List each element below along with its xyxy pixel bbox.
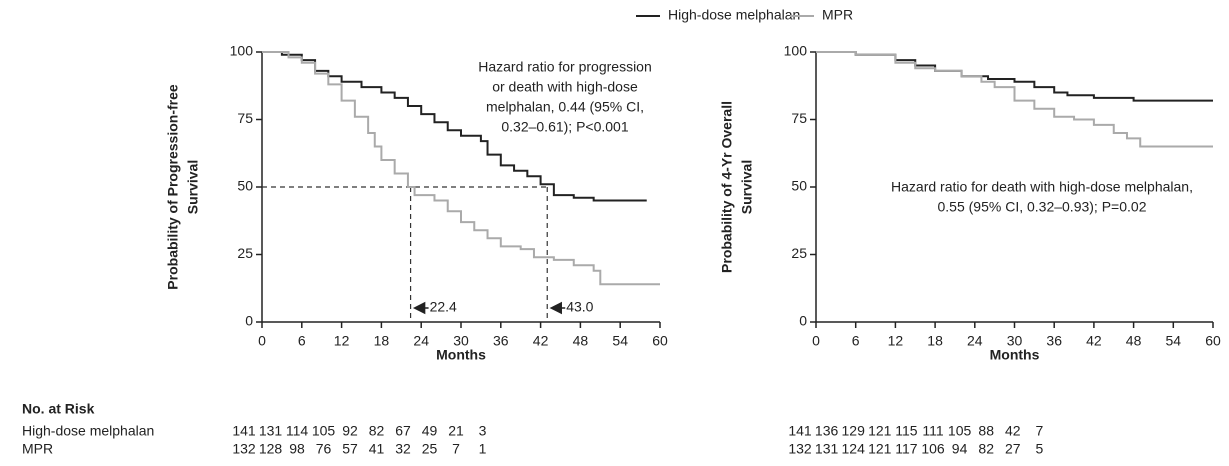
- annotation: Hazard ratio for progression: [478, 59, 652, 75]
- risk-count: 7: [1036, 423, 1044, 439]
- x-tick-label: 54: [612, 333, 628, 349]
- x-axis-title: Months: [990, 347, 1040, 363]
- y-tick-label: 0: [799, 313, 807, 329]
- y-tick-label: 0: [245, 313, 253, 329]
- legend-label: High-dose melphalan: [668, 7, 800, 23]
- risk-row-label: High-dose melphalan: [22, 423, 154, 439]
- risk-count: 117: [895, 441, 918, 457]
- risk-count: 105: [312, 423, 336, 439]
- annotation: 0.32–0.61); P<0.001: [501, 119, 628, 135]
- risk-count: 131: [815, 441, 839, 457]
- annotation: Hazard ratio for death with high-dose me…: [891, 179, 1193, 195]
- y-tick-label: 100: [784, 43, 808, 59]
- risk-count: 88: [978, 423, 994, 439]
- risk-count: 92: [342, 423, 358, 439]
- x-tick-label: 54: [1166, 333, 1182, 349]
- y-tick-label: 75: [791, 110, 807, 126]
- risk-count: 82: [978, 441, 994, 457]
- y-axis-title: Probability of 4-Yr Overall: [719, 101, 735, 273]
- risk-count: 82: [369, 423, 385, 439]
- risk-count: 121: [868, 441, 892, 457]
- survival-curve: [262, 51, 660, 286]
- risk-count: 76: [316, 441, 332, 457]
- x-tick-label: 12: [334, 333, 350, 349]
- risk-count: 3: [479, 423, 487, 439]
- x-tick-label: 30: [453, 333, 469, 349]
- risk-count: 5: [1036, 441, 1044, 457]
- risk-row-label: MPR: [22, 441, 53, 457]
- risk-count: 98: [289, 441, 305, 457]
- risk-count: 32: [395, 441, 411, 457]
- survival-curve: [816, 51, 1213, 148]
- risk-count: 121: [868, 423, 892, 439]
- x-tick-label: 18: [927, 333, 943, 349]
- x-tick-label: 0: [258, 333, 266, 349]
- risk-count: 67: [395, 423, 411, 439]
- x-tick-label: 6: [298, 333, 306, 349]
- risk-count: 57: [342, 441, 358, 457]
- risk-count: 41: [369, 441, 385, 457]
- median-label: 22.4: [430, 299, 457, 315]
- annotation: 0.55 (95% CI, 0.32–0.93); P=0.02: [938, 199, 1147, 215]
- x-tick-label: 30: [1007, 333, 1023, 349]
- risk-count: 25: [422, 441, 438, 457]
- y-tick-label: 50: [237, 178, 253, 194]
- y-axis-title: Survival: [185, 160, 201, 214]
- risk-count: 141: [788, 423, 812, 439]
- x-tick-label: 24: [967, 333, 983, 349]
- risk-count: 42: [1005, 423, 1021, 439]
- risk-count: 106: [921, 441, 945, 457]
- x-tick-label: 18: [374, 333, 390, 349]
- x-axis-title: Months: [436, 347, 486, 363]
- risk-count: 132: [232, 441, 256, 457]
- risk-count: 21: [448, 423, 464, 439]
- risk-count: 111: [922, 423, 943, 439]
- median-arrow: [412, 301, 429, 315]
- risk-count: 124: [842, 441, 866, 457]
- median-label: 43.0: [566, 299, 593, 315]
- x-tick-label: 42: [1086, 333, 1102, 349]
- risk-count: 1: [479, 441, 487, 457]
- x-tick-label: 48: [1126, 333, 1142, 349]
- x-tick-label: 6: [852, 333, 860, 349]
- x-tick-label: 48: [573, 333, 589, 349]
- risk-count: 7: [452, 441, 460, 457]
- annotation: or death with high-dose: [492, 79, 638, 95]
- risk-count: 115: [895, 423, 918, 439]
- x-tick-label: 12: [888, 333, 904, 349]
- x-tick-label: 36: [493, 333, 509, 349]
- risk-count: 136: [815, 423, 839, 439]
- x-tick-label: 0: [812, 333, 820, 349]
- x-tick-label: 42: [533, 333, 549, 349]
- y-tick-label: 100: [230, 43, 254, 59]
- y-axis-title: Probability of Progression-free: [165, 84, 181, 290]
- y-axis-title: Survival: [739, 160, 755, 214]
- risk-count: 114: [286, 423, 309, 439]
- y-tick-label: 25: [237, 245, 253, 261]
- risk-count: 27: [1005, 441, 1021, 457]
- survival-curve: [816, 51, 1213, 102]
- risk-count: 105: [948, 423, 972, 439]
- risk-count: 94: [952, 441, 968, 457]
- y-tick-label: 25: [791, 245, 807, 261]
- y-tick-label: 50: [791, 178, 807, 194]
- risk-count: 141: [232, 423, 256, 439]
- median-arrow: [549, 301, 566, 315]
- x-tick-label: 36: [1046, 333, 1062, 349]
- risk-count: 129: [842, 423, 866, 439]
- risk-count: 128: [259, 441, 283, 457]
- risk-count: 49: [422, 423, 438, 439]
- x-tick-label: 24: [413, 333, 429, 349]
- risk-count: 132: [788, 441, 812, 457]
- y-tick-label: 75: [237, 110, 253, 126]
- x-tick-label: 60: [652, 333, 668, 349]
- risk-table-title: No. at Risk: [22, 401, 95, 417]
- risk-count: 131: [259, 423, 283, 439]
- x-tick-label: 60: [1205, 333, 1221, 349]
- legend-label: MPR: [822, 7, 853, 23]
- annotation: melphalan, 0.44 (95% CI,: [486, 99, 644, 115]
